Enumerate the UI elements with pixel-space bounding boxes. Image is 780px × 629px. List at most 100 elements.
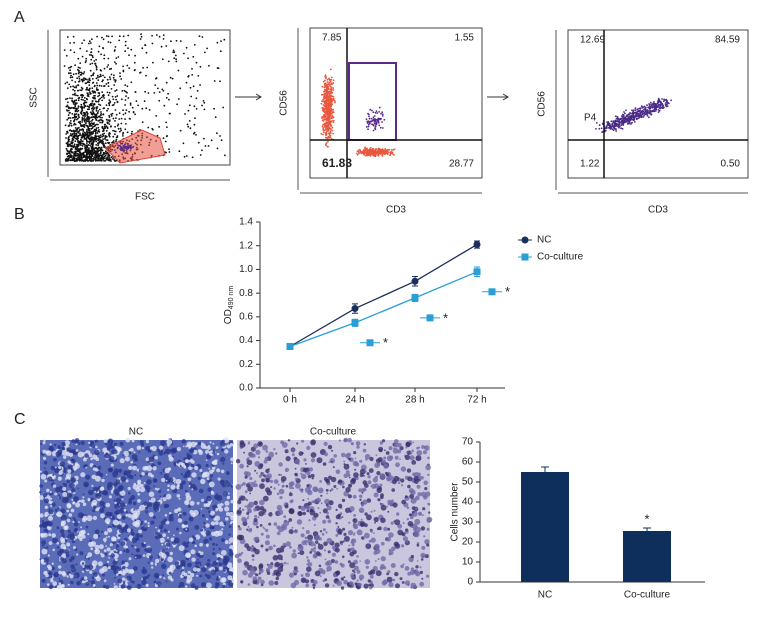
cell [144, 520, 147, 523]
cell [48, 516, 53, 521]
event-dot [367, 122, 369, 124]
event-dot [106, 136, 108, 138]
cell [138, 530, 142, 534]
event-dot [332, 133, 334, 135]
event-dot [663, 107, 665, 109]
cell [335, 534, 338, 537]
event-dot [147, 127, 149, 129]
cell [187, 470, 191, 474]
event-dot [93, 148, 95, 150]
quadrant-value: 84.59 [715, 35, 740, 46]
event-dot [638, 108, 640, 110]
event-dot [333, 98, 335, 100]
event-dot [135, 91, 137, 93]
event-dot [96, 85, 98, 87]
cell [67, 480, 71, 484]
micrograph: NC [39, 427, 234, 590]
cell [212, 543, 215, 546]
cell [71, 488, 75, 492]
event-dot [114, 90, 116, 92]
event-dot [78, 114, 80, 116]
event-dot [83, 138, 85, 140]
event-dot [89, 82, 91, 84]
cell [75, 443, 77, 445]
event-dot [118, 118, 120, 120]
cell [428, 511, 430, 513]
cell [275, 453, 277, 455]
event-dot [97, 139, 99, 141]
cell [190, 501, 195, 506]
event-dot [91, 38, 93, 40]
cell [115, 446, 118, 449]
cell [237, 558, 242, 563]
event-dot [186, 155, 188, 157]
event-dot [646, 104, 648, 106]
cell [116, 479, 121, 484]
cell [320, 575, 322, 577]
event-dot [92, 123, 94, 125]
event-dot [393, 154, 395, 156]
cell [164, 560, 166, 562]
event-dot [82, 160, 84, 162]
cell [285, 505, 289, 509]
cell [182, 566, 185, 569]
cell [127, 528, 131, 532]
cell [166, 547, 168, 549]
event-dot [93, 113, 95, 115]
cell [341, 586, 344, 589]
event-dot [329, 103, 331, 105]
cell [182, 481, 186, 485]
cell [205, 566, 207, 568]
cell [187, 575, 190, 578]
event-dot [368, 116, 370, 118]
event-dot [616, 116, 618, 118]
cell [64, 467, 67, 470]
event-dot [74, 116, 76, 118]
event-dot [371, 118, 373, 120]
event-dot [74, 100, 76, 102]
cell [168, 454, 172, 458]
event-dot [108, 99, 110, 101]
cell [349, 477, 351, 479]
event-dot [68, 158, 70, 160]
event-dot [68, 112, 70, 114]
event-dot [634, 118, 636, 120]
event-dot [184, 156, 186, 158]
event-dot [90, 124, 92, 126]
cell [421, 578, 423, 580]
cell [88, 558, 90, 560]
cell [125, 583, 128, 586]
event-dot [89, 139, 91, 141]
cell [95, 529, 100, 534]
event-dot [630, 115, 632, 117]
cell [338, 514, 341, 517]
event-dot [94, 138, 96, 140]
cell [101, 554, 105, 558]
event-dot [110, 159, 112, 161]
event-dot [102, 114, 104, 116]
event-dot [163, 34, 165, 36]
cell [407, 485, 411, 489]
cell [197, 559, 199, 561]
cell [73, 502, 75, 504]
cell [170, 458, 172, 460]
event-dot [70, 49, 72, 51]
cell [63, 536, 65, 538]
gate [349, 63, 396, 140]
event-dot [172, 51, 174, 53]
cell [123, 550, 125, 552]
cell [133, 509, 135, 511]
event-dot [358, 151, 360, 153]
event-dot [327, 111, 329, 113]
event-dot [369, 153, 371, 155]
cell [117, 486, 123, 492]
cell [212, 460, 217, 465]
cell [80, 579, 82, 581]
cell [193, 486, 197, 490]
event-dot [70, 75, 72, 77]
cell [43, 457, 46, 460]
cell [198, 561, 201, 564]
event-dot [670, 99, 672, 101]
cell [137, 480, 141, 484]
event-dot [214, 80, 216, 82]
